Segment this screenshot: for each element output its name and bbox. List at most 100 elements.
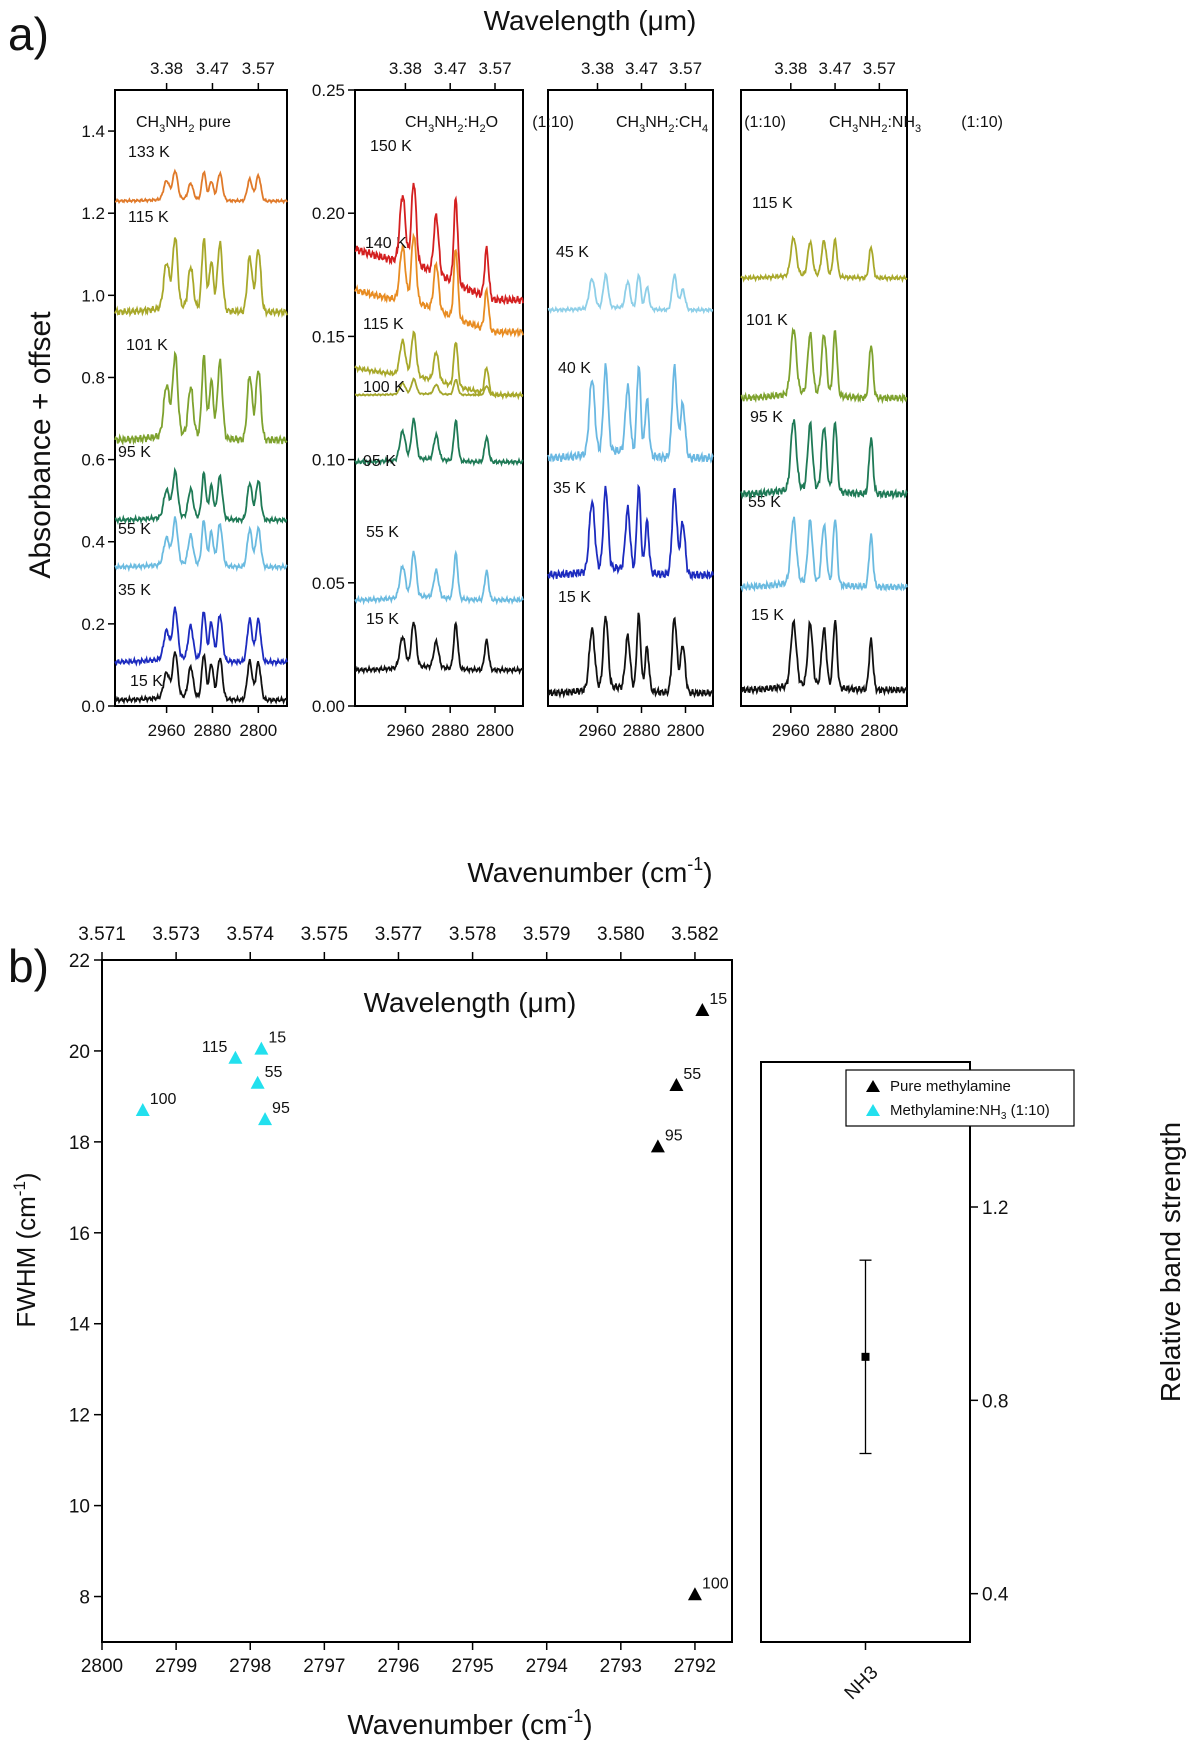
y-tick-label: 0.8 [81,368,105,387]
x-tick-label: 2960 [148,721,186,740]
y-tick-label: 0.6 [81,451,105,470]
plot-frame [101,959,733,1643]
legend-marker-nh3 [866,1104,880,1116]
x-tick-label: 2800 [667,721,705,740]
top-tick-label: 3.57 [863,59,896,78]
trace-label: 115 K [363,316,404,333]
trace-label: 95 K [363,453,396,470]
spectrum-trace [547,612,714,699]
x-tick-label: 2800 [239,721,277,740]
y-tick-label: 14 [69,1315,91,1336]
data-point-triangle [695,1003,710,1017]
top-tick-label: 3.47 [196,59,229,78]
spectrum-trace [547,363,714,464]
x-tick-label: 2960 [386,721,424,740]
trace-label: 95 K [118,444,151,461]
y-tick-label: 0.00 [312,697,345,716]
y-tick-label: 0.20 [312,204,345,223]
panel-b-top-axis-title: Wavelength (μm) [364,987,577,1018]
spectrum-trace [114,466,288,526]
x-tick-label: 2960 [772,721,810,740]
y-tick-label: 0.0 [81,697,105,716]
top-tick-label: 3.575 [301,924,349,945]
top-tick-label: 3.38 [150,59,183,78]
spectrum-trace [547,271,714,315]
top-tick-label: 3.571 [78,924,126,945]
trace-label: 55 K [748,494,781,511]
trace-label: 133 K [128,144,170,161]
panel-b-band-strength-plot: 0.4 0.8 1.2 NH3 [760,1061,1009,1704]
trace-label: 15 K [751,607,784,624]
x-tick-label: 2880 [431,721,469,740]
y-tick-label: 8 [79,1588,90,1609]
spectrum-trace [740,235,908,284]
point-label: 15 [268,1030,286,1047]
right-y-tick-label: 0.8 [982,1391,1008,1412]
x-tick-label: 2880 [816,721,854,740]
plot-frame [547,89,714,707]
trace-label: 55 K [366,524,399,541]
h2o-plot-ratio: (1:10) [532,114,574,131]
data-point-triangle [250,1075,265,1089]
data-point-triangle [650,1139,665,1153]
trace-label: 15 K [366,611,399,628]
x-tick-label: 2800 [860,721,898,740]
x-tick-label: 2800 [81,1656,123,1677]
top-tick-label: 3.47 [434,59,467,78]
legend-marker-pure [866,1080,880,1092]
data-point-triangle [254,1041,269,1055]
point-label: 100 [150,1091,177,1108]
top-tick-label: 3.574 [226,924,274,945]
top-tick-label: 3.57 [478,59,511,78]
trace-label: 40 K [558,360,591,377]
panel-b-legend: Pure methylamine Methylamine:NH3 (1:10) [845,1069,1075,1127]
pure-plot-title: CH3NH2 pure [136,114,231,135]
top-tick-label: 3.57 [242,59,275,78]
spectrum-trace [115,168,288,205]
spectrum-trace [114,237,288,318]
spectrum-trace [114,651,288,706]
trace-label: 101 K [746,312,788,329]
trace-label: 150 K [370,138,412,155]
panel-b-x-axis-title: Wavenumber (cm-1) [347,1706,592,1740]
x-tick-label: 2795 [451,1656,493,1677]
plot-frame [354,89,524,707]
spectrum-trace [354,417,524,467]
data-point-triangle [228,1050,243,1064]
x-tick-label: 2796 [377,1656,419,1677]
spectrum-trace [354,182,524,306]
category-label: NH3 [841,1662,883,1704]
point-label: 95 [272,1100,290,1117]
x-tick-label: 2797 [303,1656,345,1677]
trace-label: 15 K [130,673,163,690]
nh3-plot-ratio: (1:10) [961,114,1003,131]
point-label: 55 [683,1066,701,1083]
legend-label-pure: Pure methylamine [890,1078,1011,1095]
legend-label-nh3: Methylamine:NH3 (1:10) [890,1102,1050,1122]
right-y-tick-label: 0.4 [982,1585,1009,1606]
panel-a-nh3-plot: 2960 2880 2800 3.38 3.47 3.57 15 K 55 K 95 K 101 … [740,59,908,740]
top-tick-label: 3.578 [449,924,497,945]
data-point-triangle [135,1103,150,1117]
y-tick-label: 20 [69,1042,90,1063]
spectrum-trace [114,350,288,446]
spectrum-trace [547,483,714,582]
top-tick-label: 3.573 [152,924,200,945]
h2o-plot-title: CH3NH2:H2O [405,114,498,135]
spectrum-trace [740,618,908,697]
panel-b-fwhm-plot: 2800 2799 2798 2797 2796 2795 2794 2793 2792 3.57… [69,924,733,1677]
spectrum-trace [354,549,524,606]
top-tick-label: 3.38 [581,59,614,78]
x-tick-label: 2794 [526,1656,569,1677]
top-tick-label: 3.579 [523,924,571,945]
panel-b-right-axis-title: Relative band strength [1155,1122,1186,1402]
spectrum-trace [354,232,524,339]
x-tick-label: 2960 [579,721,617,740]
y-tick-label: 0.4 [81,533,105,552]
top-tick-label: 3.38 [389,59,422,78]
x-tick-label: 2798 [229,1656,271,1677]
trace-label: 115 K [752,195,793,212]
y-tick-label: 16 [69,1224,90,1245]
spectrum-trace [354,330,524,401]
panel-a-h2o-plot: 2960 2880 2800 3.38 3.47 3.57 0.00 0.05 0.10 0.15… [312,59,524,740]
